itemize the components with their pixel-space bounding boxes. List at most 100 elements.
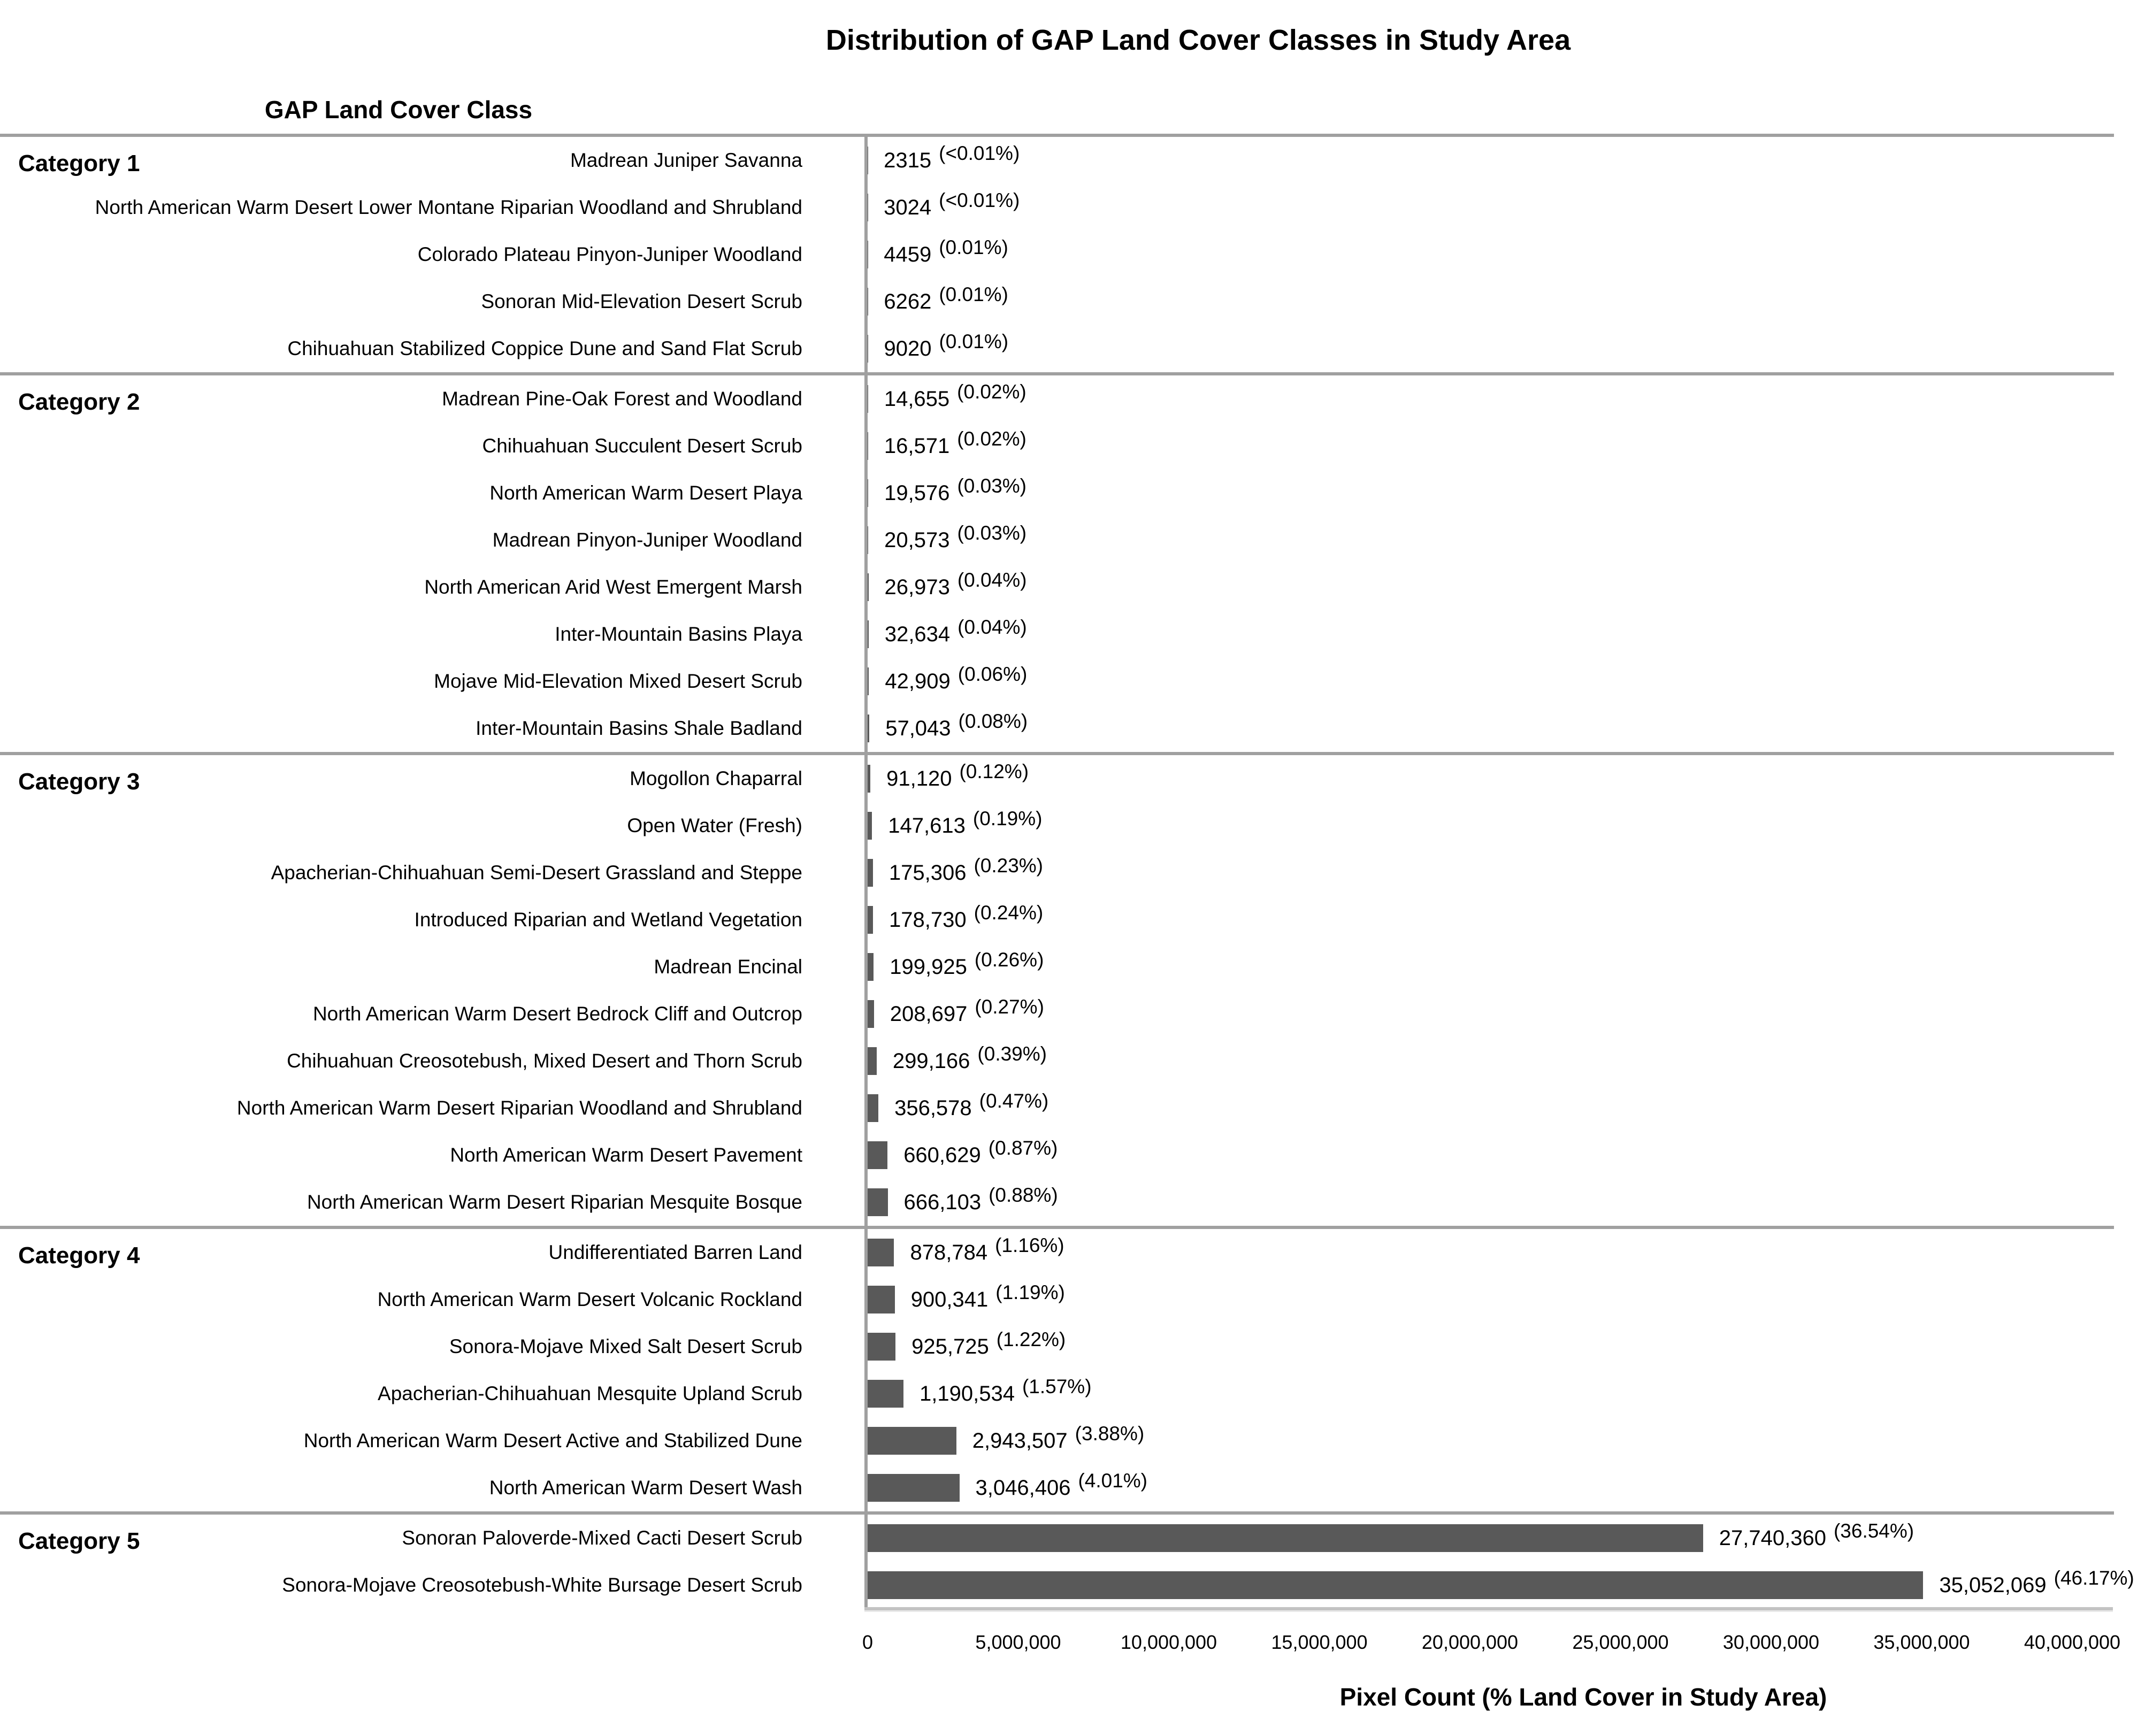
class-label: Sonora-Mojave Mixed Salt Desert Scrub	[449, 1335, 802, 1357]
category-label: Category 3	[18, 769, 140, 795]
table-row: Apacherian-Chihuahuan Semi-Desert Grassl…	[0, 849, 2114, 896]
bar-row-chart: 9020 (0.01%)	[868, 325, 1008, 372]
class-label: North American Warm Desert Wash	[489, 1477, 802, 1499]
bar	[868, 765, 871, 793]
percent-label: (46.17%)	[2054, 1567, 2134, 1589]
percent-label: (0.08%)	[958, 710, 1028, 732]
value-label: 9020	[884, 336, 932, 360]
bar	[868, 1474, 960, 1502]
percent-label: (0.01%)	[939, 283, 1008, 305]
table-row: North American Warm Desert Active and St…	[0, 1417, 2114, 1464]
x-tick-label: 30,000,000	[1722, 1631, 1820, 1653]
percent-label: (1.57%)	[1022, 1376, 1092, 1397]
bar	[868, 859, 873, 887]
value-label: 878,784	[910, 1240, 988, 1264]
percent-label: (0.24%)	[974, 902, 1044, 924]
class-label: Chihuahuan Succulent Desert Scrub	[482, 435, 802, 457]
bar	[868, 1427, 956, 1455]
bar-row-chart: 57,043 (0.08%)	[868, 705, 1028, 752]
table-row: Madrean Pine-Oak Forest and Woodland 14,6…	[0, 375, 2114, 423]
value-label: 4459	[884, 242, 932, 266]
bar-row-chart: 660,629 (0.87%)	[868, 1132, 1058, 1179]
bar	[868, 715, 870, 742]
class-label: North American Warm Desert Riparian Wood…	[236, 1097, 802, 1119]
value-label: 2,943,507	[972, 1428, 1068, 1453]
value-label: 57,043	[885, 716, 951, 740]
bar	[868, 1286, 895, 1313]
bar-row-chart: 91,120 (0.12%)	[868, 755, 1029, 802]
bar	[868, 1380, 904, 1408]
class-label: Chihuahuan Stabilized Coppice Dune and S…	[287, 337, 802, 359]
table-row: North American Arid West Emergent Marsh 2…	[0, 564, 2114, 611]
percent-label: (0.12%)	[959, 761, 1029, 782]
class-label: North American Warm Desert Active and St…	[303, 1430, 802, 1451]
y-axis-line	[864, 134, 868, 1609]
table-row: Mogollon Chaparral 91,120 (0.12%)	[0, 755, 2114, 802]
bar-row-chart: 178,730 (0.24%)	[868, 896, 1043, 943]
table-row: North American Warm Desert Wash 3,046,406…	[0, 1464, 2114, 1511]
table-row: Sonora-Mojave Mixed Salt Desert Scrub 925…	[0, 1323, 2114, 1370]
value-label: 35,052,069	[1939, 1573, 2047, 1597]
table-row: Sonora-Mojave Creosotebush-White Bursage…	[0, 1562, 2134, 1609]
value-label: 3,046,406	[975, 1476, 1071, 1500]
percent-label: (0.27%)	[975, 996, 1044, 1018]
bar-row-chart: 26,973 (0.04%)	[868, 564, 1026, 611]
bar-row-chart: 4459 (0.01%)	[868, 231, 1008, 278]
table-row: North American Warm Desert Bedrock Cliff…	[0, 990, 2114, 1038]
bar-row-chart: 2315 (<0.01%)	[868, 137, 1020, 184]
category-block: Category 1 Madrean Juniper Savanna 2315 (<0…	[0, 134, 2114, 372]
bar-row-chart: 1,190,534 (1.57%)	[868, 1370, 1092, 1417]
bar-row-chart: 208,697 (0.27%)	[868, 990, 1044, 1038]
bar-row-chart: 32,634 (0.04%)	[868, 611, 1027, 658]
bar-row-chart: 3,046,406 (4.01%)	[868, 1464, 1147, 1511]
bar	[868, 1188, 888, 1216]
class-label: Sonora-Mojave Creosotebush-White Bursage…	[282, 1574, 802, 1596]
value-label: 1,190,534	[920, 1381, 1015, 1405]
bar	[868, 906, 874, 934]
percent-label: (0.88%)	[989, 1184, 1058, 1206]
bar-row-chart: 35,052,069 (46.17%)	[868, 1562, 2134, 1609]
class-label: Sonoran Paloverde-Mixed Cacti Desert Scr…	[402, 1527, 802, 1549]
bar	[868, 1141, 888, 1169]
percent-label: (3.88%)	[1075, 1423, 1145, 1445]
x-tick-label: 10,000,000	[1120, 1631, 1217, 1653]
percent-label: (36.54%)	[1833, 1520, 1914, 1542]
table-row: Apacherian-Chihuahuan Mesquite Upland Sc…	[0, 1370, 2114, 1417]
bar-row-chart: 16,571 (0.02%)	[868, 423, 1026, 470]
class-label: Inter-Mountain Basins Playa	[555, 623, 802, 645]
table-row: Colorado Plateau Pinyon-Juniper Woodland…	[0, 231, 2114, 278]
percent-label: (0.04%)	[957, 569, 1027, 591]
percent-label: (1.16%)	[995, 1234, 1064, 1256]
table-row: North American Warm Desert Lower Montane…	[0, 184, 2114, 231]
category-label: Category 2	[18, 389, 140, 415]
bar	[868, 1000, 874, 1028]
category-block: Category 4 Undifferentiated Barren Land 87…	[0, 1226, 2114, 1511]
x-tick-label: 20,000,000	[1421, 1631, 1519, 1653]
bar	[868, 1524, 1703, 1552]
chart-title: Distribution of GAP Land Cover Classes i…	[825, 24, 1571, 56]
table-row: Madrean Encinal 199,925 (0.26%)	[0, 943, 2114, 990]
bar-row-chart: 6262 (0.01%)	[868, 278, 1008, 325]
bar-row-chart: 175,306 (0.23%)	[868, 849, 1043, 896]
table-row: Undifferentiated Barren Land 878,784 (1.16…	[0, 1229, 2114, 1276]
percent-label: (0.19%)	[972, 808, 1043, 829]
value-label: 42,909	[885, 669, 951, 693]
value-label: 199,925	[890, 955, 967, 979]
bar	[868, 1047, 877, 1075]
value-label: 175,306	[888, 861, 967, 885]
bar-row-chart: 356,578 (0.47%)	[868, 1085, 1048, 1132]
x-tick-label: 25,000,000	[1572, 1631, 1669, 1653]
percent-label: (0.02%)	[957, 428, 1026, 450]
table-row: Madrean Pinyon-Juniper Woodland 20,573 (0.…	[0, 517, 2114, 564]
table-row: Introduced Riparian and Wetland Vegetati…	[0, 896, 2114, 943]
class-label: Madrean Pinyon-Juniper Woodland	[492, 529, 802, 551]
bar-row-chart: 20,573 (0.03%)	[868, 517, 1026, 564]
class-label: Colorado Plateau Pinyon-Juniper Woodland	[417, 243, 802, 265]
class-label: Mojave Mid-Elevation Mixed Desert Scrub	[434, 670, 802, 692]
table-row: Chihuahuan Stabilized Coppice Dune and S…	[0, 325, 2114, 372]
percent-label: (0.01%)	[939, 236, 1008, 258]
category-label: Category 4	[18, 1242, 140, 1269]
bar	[868, 1333, 896, 1361]
class-label: Madrean Pine-Oak Forest and Woodland	[442, 388, 802, 410]
percent-label: (0.04%)	[957, 616, 1027, 638]
